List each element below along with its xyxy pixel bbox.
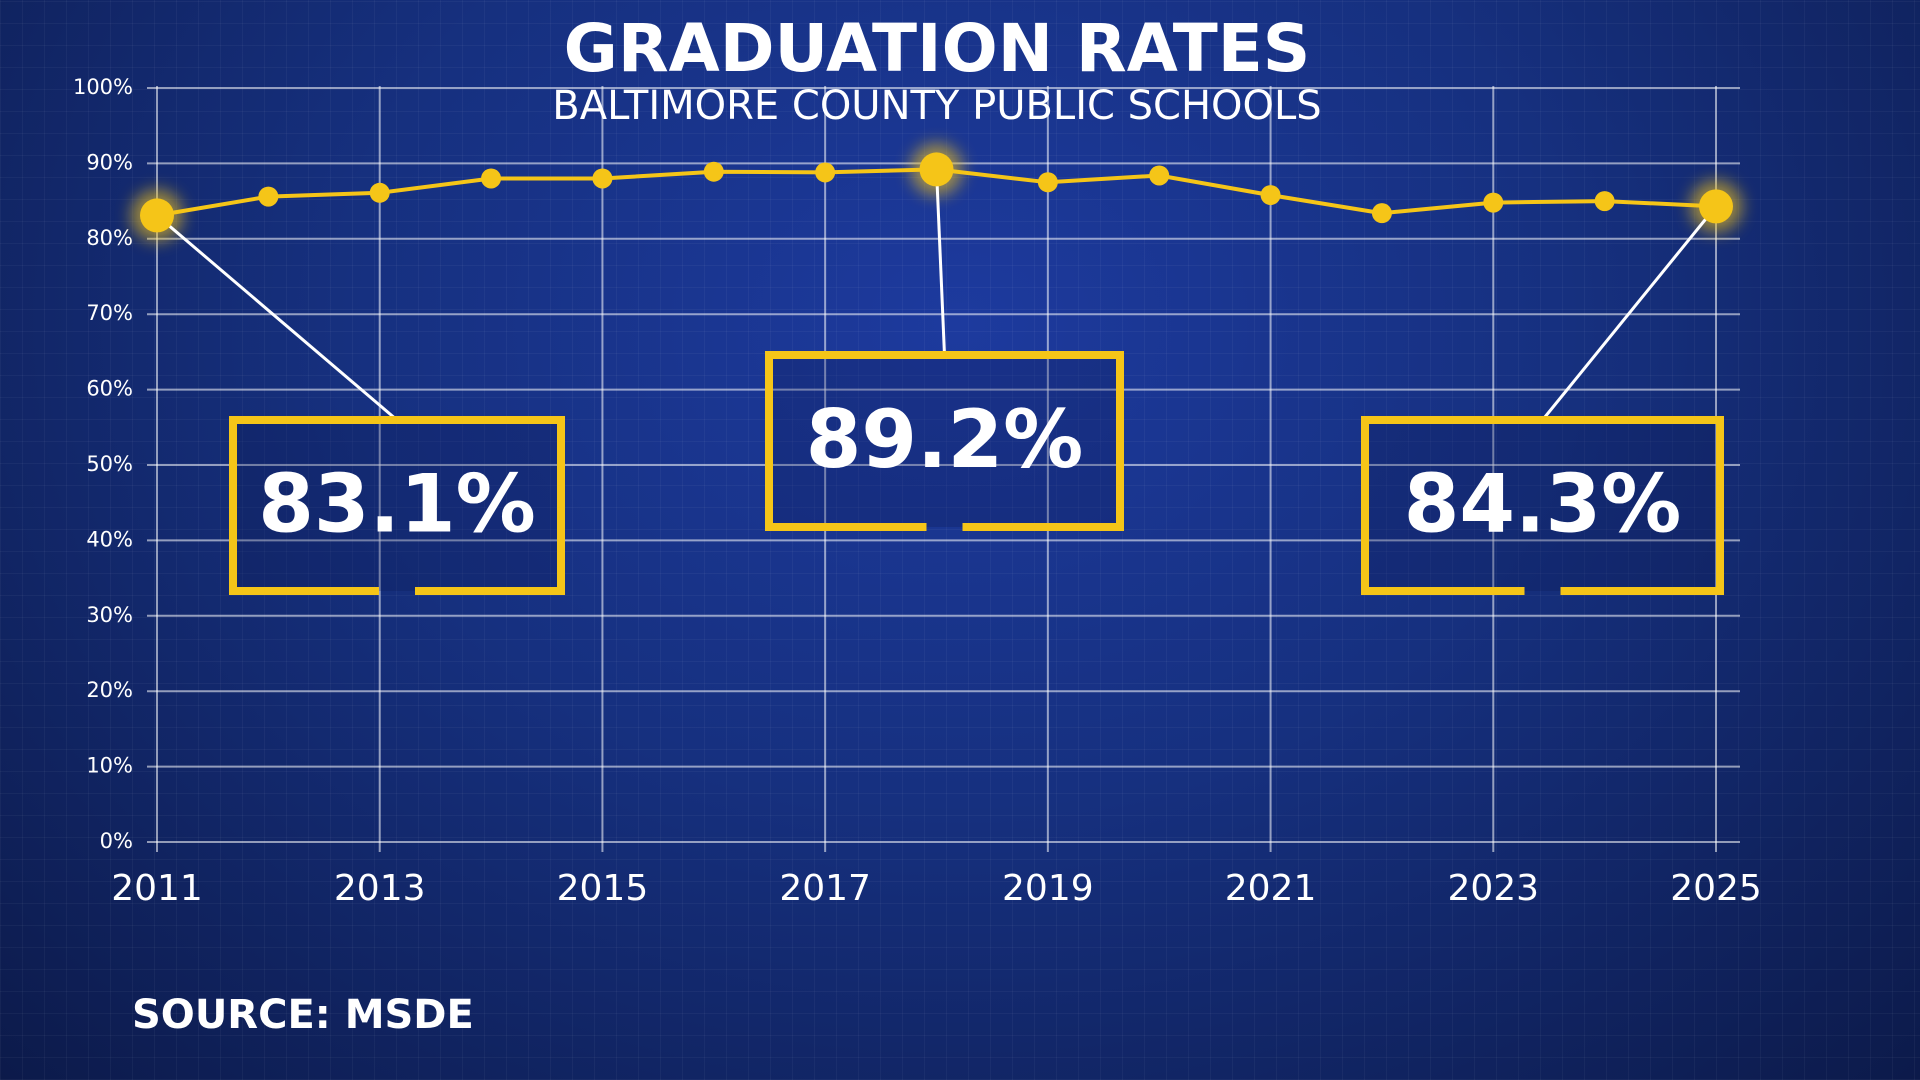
x-tick-label: 2023 xyxy=(1447,868,1539,909)
point xyxy=(1483,192,1504,213)
point xyxy=(140,198,174,233)
data-label: 84.3% xyxy=(1404,457,1682,550)
leader-line xyxy=(1541,205,1718,421)
y-tick-label: 20% xyxy=(86,678,133,702)
callout-box xyxy=(1361,416,1724,595)
x-tick-label: 2013 xyxy=(334,868,426,909)
data-label: 83.1% xyxy=(258,457,536,550)
chart-subtitle: BALTIMORE COUNTY PUBLIC SCHOOLS xyxy=(552,83,1321,129)
y-tick-label: 100% xyxy=(73,75,133,99)
y-tick-label: 80% xyxy=(86,226,133,250)
y-tick-label: 90% xyxy=(86,150,133,174)
point xyxy=(919,152,954,187)
x-tick-label: 2017 xyxy=(779,868,871,909)
x-tick-label: 2011 xyxy=(111,868,203,909)
y-tick-label: 50% xyxy=(86,452,133,476)
point xyxy=(1594,191,1615,212)
point xyxy=(592,168,613,189)
y-tick-label: 60% xyxy=(86,377,133,401)
x-tick-label: 2019 xyxy=(1002,868,1094,909)
y-tick-label: 0% xyxy=(100,829,133,853)
point xyxy=(258,186,279,207)
point xyxy=(1699,189,1733,224)
point xyxy=(1149,165,1170,186)
callout-box xyxy=(229,416,565,595)
y-tick-label: 10% xyxy=(86,754,133,778)
point xyxy=(481,168,502,189)
y-tick-label: 40% xyxy=(86,527,133,551)
y-tick-label: 70% xyxy=(86,301,133,325)
callout-box xyxy=(765,351,1124,531)
y-tick-label: 30% xyxy=(86,603,133,627)
point xyxy=(1037,172,1058,193)
point xyxy=(1260,185,1281,206)
leader-line xyxy=(156,214,398,422)
point xyxy=(369,182,390,203)
leader-line xyxy=(935,169,946,356)
x-tick-label: 2025 xyxy=(1670,868,1762,909)
source: SOURCE: MSDE xyxy=(132,992,474,1038)
chart-title: GRADUATION RATES xyxy=(564,10,1311,87)
point xyxy=(703,161,724,182)
point xyxy=(1371,203,1392,224)
x-tick-label: 2021 xyxy=(1225,868,1317,909)
point xyxy=(815,162,836,183)
x-tick-label: 2015 xyxy=(557,868,649,909)
data-label: 89.2% xyxy=(806,393,1084,486)
